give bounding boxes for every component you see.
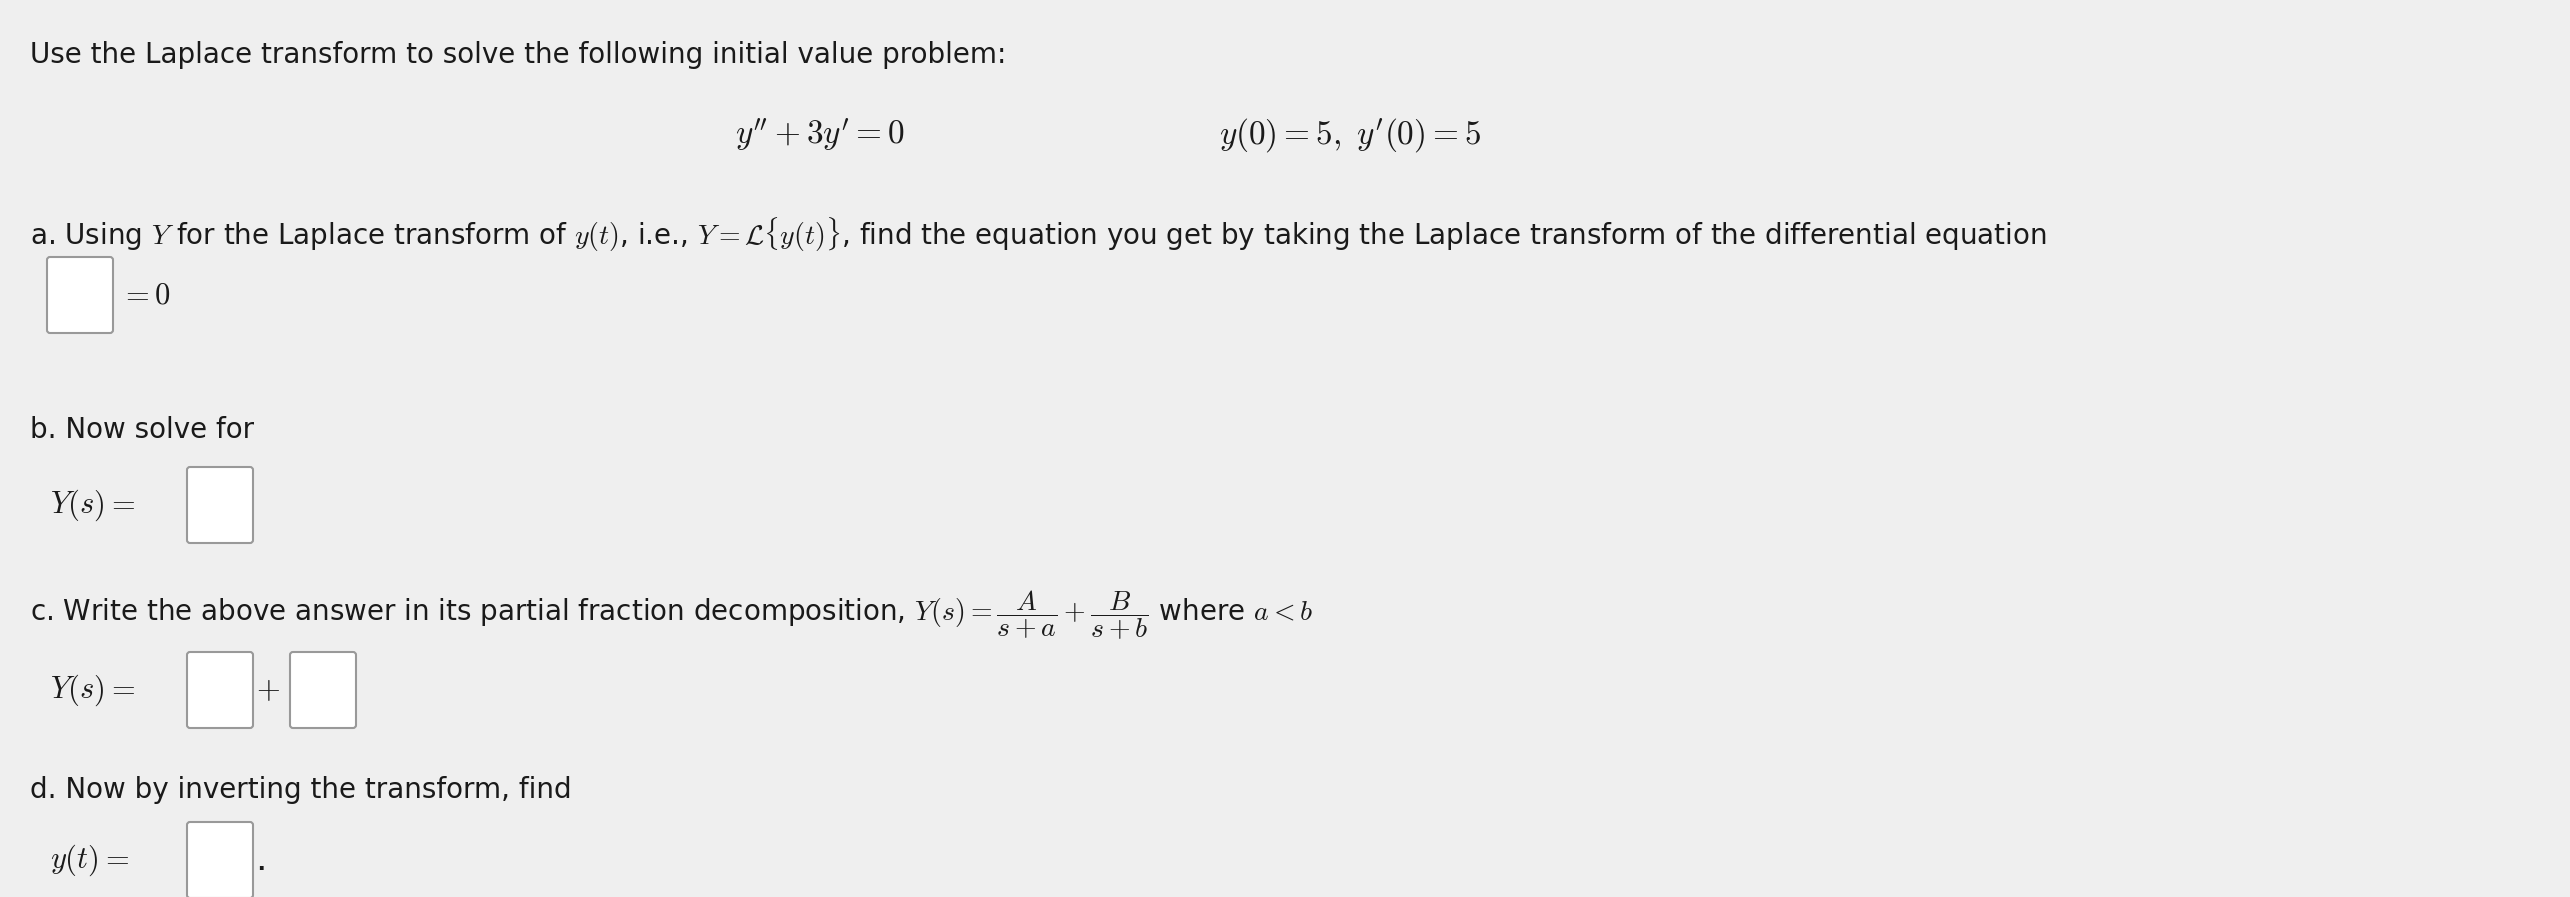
- Text: $= 0$: $= 0$: [121, 281, 170, 309]
- Text: b. Now solve for: b. Now solve for: [31, 416, 254, 444]
- FancyBboxPatch shape: [290, 652, 357, 728]
- Text: $Y(s) = $: $Y(s) = $: [49, 672, 136, 708]
- Text: $y(t) = $: $y(t) = $: [49, 842, 128, 878]
- Text: $y(0) = 5, \ y'(0) = 5$: $y(0) = 5, \ y'(0) = 5$: [1218, 116, 1480, 154]
- Text: c. Write the above answer in its partial fraction decomposition, $Y(s) = \dfrac{: c. Write the above answer in its partial…: [31, 588, 1313, 641]
- Text: $Y(s) = $: $Y(s) = $: [49, 487, 136, 523]
- Text: $+$: $+$: [257, 675, 280, 704]
- Text: a. Using $Y$ for the Laplace transform of $y(t)$, i.e., $Y = \mathcal{L}\{y(t)\}: a. Using $Y$ for the Laplace transform o…: [31, 215, 2046, 255]
- FancyBboxPatch shape: [188, 652, 252, 728]
- Text: d. Now by inverting the transform, find: d. Now by inverting the transform, find: [31, 776, 571, 804]
- FancyBboxPatch shape: [188, 467, 252, 543]
- FancyBboxPatch shape: [188, 822, 252, 897]
- Text: Use the Laplace transform to solve the following initial value problem:: Use the Laplace transform to solve the f…: [31, 41, 1007, 69]
- FancyBboxPatch shape: [46, 257, 113, 333]
- Text: .: .: [254, 843, 267, 877]
- Text: $y'' + 3y' = 0$: $y'' + 3y' = 0$: [735, 117, 905, 153]
